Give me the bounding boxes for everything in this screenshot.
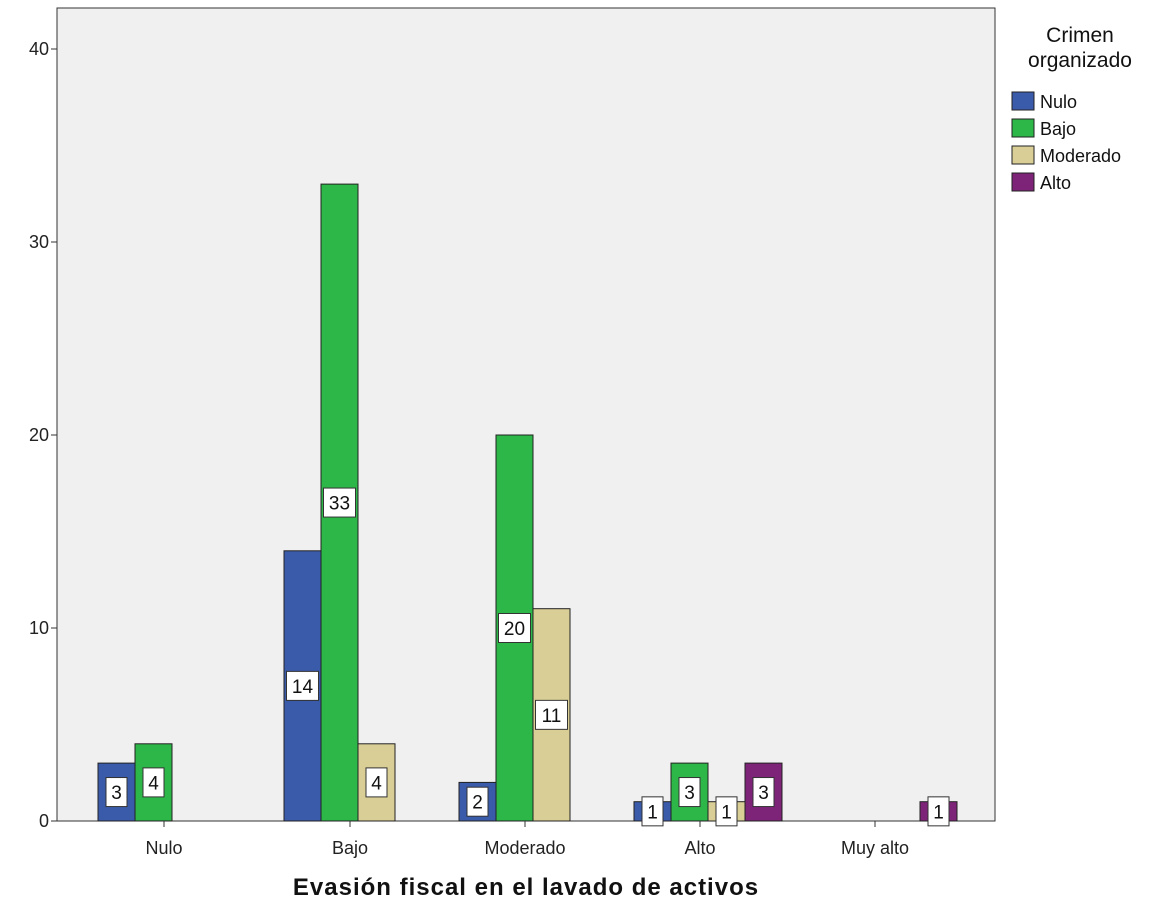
data-label: 11 bbox=[542, 706, 562, 727]
data-label: 3 bbox=[758, 783, 769, 804]
data-label: 1 bbox=[933, 802, 944, 823]
data-label: 3 bbox=[111, 783, 122, 804]
legend-title: Crimen bbox=[1046, 24, 1114, 47]
data-label-box bbox=[641, 796, 664, 827]
data-label-box bbox=[678, 777, 701, 808]
y-tick-label: 10 bbox=[29, 618, 49, 638]
data-label: 1 bbox=[721, 802, 732, 823]
data-label: 1 bbox=[647, 802, 658, 823]
x-tick-label: Alto bbox=[684, 838, 715, 858]
x-axis-title: Evasión fiscal en el lavado de activos bbox=[293, 874, 759, 901]
data-label: 4 bbox=[148, 773, 159, 794]
legend-swatch-nulo bbox=[1011, 91, 1035, 111]
x-tick-label: Bajo bbox=[332, 838, 368, 858]
data-label-box bbox=[752, 777, 775, 808]
data-label: 2 bbox=[472, 793, 483, 814]
data-label-box bbox=[105, 777, 128, 808]
legend-swatch-bajo bbox=[1011, 118, 1035, 138]
x-tick-label: Muy alto bbox=[841, 838, 909, 858]
legend-title: organizado bbox=[1028, 49, 1132, 72]
legend-label-nulo: Nulo bbox=[1040, 92, 1077, 112]
x-tick-label: Nulo bbox=[145, 838, 182, 858]
y-tick-label: 30 bbox=[29, 232, 49, 252]
data-label: 20 bbox=[504, 619, 525, 640]
data-label-box bbox=[286, 670, 319, 701]
data-label-box bbox=[927, 796, 950, 827]
data-label-box bbox=[142, 767, 165, 798]
x-tick-label: Moderado bbox=[484, 838, 565, 858]
legend-swatch-moderado bbox=[1011, 145, 1035, 165]
legend-label-bajo: Bajo bbox=[1040, 119, 1076, 139]
axes-layer: 0 10 20 30 40 Nulo Bajo Moderado Alto Muy alto bbox=[29, 8, 909, 858]
data-label-box bbox=[365, 767, 388, 798]
data-label-box bbox=[535, 699, 568, 730]
data-label: 4 bbox=[371, 773, 382, 794]
y-tick-label: 20 bbox=[29, 425, 49, 445]
data-label: 3 bbox=[684, 783, 695, 804]
data-label-box bbox=[323, 487, 356, 518]
legend-label-moderado: Moderado bbox=[1040, 146, 1121, 166]
data-label-box bbox=[466, 786, 489, 817]
data-label: 14 bbox=[292, 677, 314, 698]
legend-label-alto: Alto bbox=[1040, 173, 1071, 193]
data-label: 33 bbox=[329, 494, 350, 515]
legend-swatch-alto bbox=[1011, 172, 1035, 192]
y-tick-label: 40 bbox=[29, 39, 49, 59]
y-tick-label: 0 bbox=[39, 811, 49, 831]
data-label-box bbox=[715, 796, 738, 827]
data-label-box bbox=[498, 613, 531, 643]
